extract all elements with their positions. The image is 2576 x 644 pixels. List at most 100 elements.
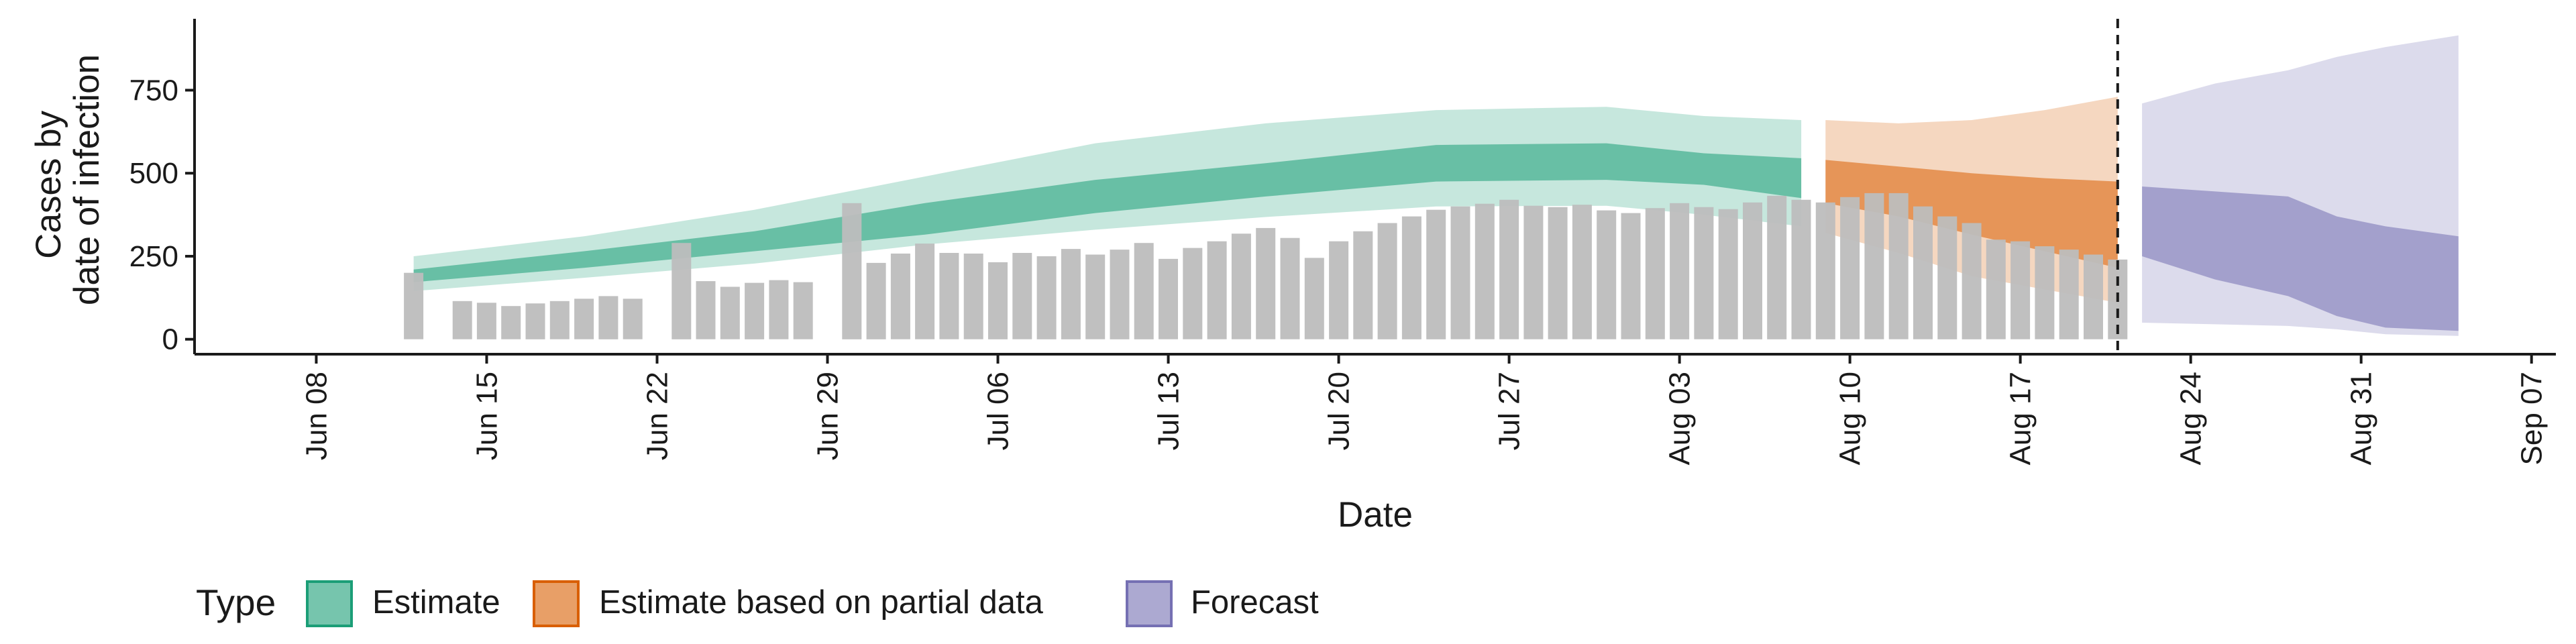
- case-bar: [672, 243, 692, 339]
- case-bar: [1426, 209, 1446, 339]
- case-bar: [1474, 203, 1495, 339]
- case-bar: [1401, 216, 1421, 339]
- case-bar: [1888, 193, 1909, 339]
- forecast-inner-band: [2142, 186, 2459, 331]
- case-bar: [1937, 216, 1957, 339]
- case-bar: [1670, 203, 1690, 339]
- case-bar: [793, 282, 813, 339]
- case-bar: [2035, 246, 2055, 339]
- case-bar: [1012, 253, 1032, 339]
- case-bar: [1036, 256, 1057, 339]
- legend-title: Type: [196, 582, 276, 623]
- case-bar: [720, 286, 740, 339]
- case-bar: [1499, 199, 1519, 339]
- legend: Type Estimate Estimate based on partial …: [196, 580, 1319, 627]
- estimate-inner-band: [413, 143, 1802, 282]
- legend-key-forecast: [1126, 580, 1173, 627]
- case-bars: [404, 193, 2128, 339]
- case-bar: [1986, 239, 2006, 339]
- y-tick-label: 500: [129, 157, 178, 190]
- case-bar: [2059, 250, 2079, 339]
- case-bar: [1840, 197, 1860, 339]
- case-bar: [1864, 193, 1884, 339]
- x-tick-label: Aug 24: [2175, 372, 2208, 465]
- y-axis-title-line-1: Cases by: [29, 110, 68, 258]
- case-bar: [452, 301, 472, 339]
- case-bar: [1645, 208, 1665, 339]
- case-bar: [1815, 202, 1835, 339]
- case-bar: [1159, 258, 1178, 339]
- case-bar: [1767, 195, 1787, 339]
- case-bar: [1597, 210, 1617, 339]
- x-tick-label: Jul 06: [982, 372, 1015, 450]
- legend-key-estimate: [306, 580, 353, 627]
- case-bar: [549, 301, 570, 339]
- case-bar: [1256, 227, 1276, 339]
- case-bar: [1085, 254, 1106, 339]
- uncertainty-bands: [413, 35, 2459, 336]
- case-bar: [1304, 258, 1324, 339]
- case-bar: [1377, 223, 1397, 339]
- x-tick-label: Jul 20: [1323, 372, 1356, 450]
- case-bar: [1621, 213, 1641, 339]
- case-bar: [1743, 202, 1762, 339]
- case-bar: [1231, 233, 1251, 339]
- case-bar: [404, 272, 424, 339]
- case-bar: [476, 303, 496, 339]
- case-bar: [745, 282, 765, 339]
- case-bar: [1913, 206, 1933, 339]
- case-bar: [1572, 205, 1592, 339]
- case-bar: [2010, 241, 2031, 339]
- case-bar: [696, 281, 716, 339]
- y-axis-title: Cases by date of infection: [29, 54, 107, 305]
- axes: 0 250 500 750 Jun 08 Jun 15 Jun 22 Jun 29 Jul 06…: [129, 19, 2556, 465]
- legend-label-forecast: Forecast: [1191, 584, 1319, 621]
- x-tick-label: Aug 17: [2004, 372, 2037, 465]
- case-bar: [1718, 209, 1738, 339]
- case-bar: [939, 253, 959, 339]
- case-bar: [1134, 243, 1154, 339]
- case-bar: [501, 306, 521, 339]
- legend-label-partial: Estimate based on partial data: [599, 584, 1044, 621]
- x-tick-label: Jun 08: [300, 372, 333, 460]
- case-bar: [598, 296, 619, 339]
- x-tick-label: Aug 31: [2345, 372, 2378, 465]
- case-bar: [1183, 248, 1203, 339]
- case-bar: [623, 299, 643, 339]
- case-bar: [988, 262, 1008, 339]
- x-tick-label: Jun 29: [812, 372, 845, 460]
- case-bar: [1450, 206, 1470, 339]
- x-tick-label: Sep 07: [2516, 372, 2548, 465]
- x-tick-label: Jul 13: [1152, 372, 1185, 450]
- estimate-based-on-partial-data-inner-band: [1825, 160, 2118, 268]
- y-tick-label: 250: [129, 240, 178, 273]
- case-bar: [915, 244, 935, 339]
- x-tick-label: Aug 03: [1664, 372, 1697, 465]
- case-bar: [1207, 241, 1227, 339]
- case-bar: [890, 254, 910, 339]
- x-tick-label: Jun 22: [641, 372, 674, 460]
- case-bar: [842, 203, 862, 339]
- case-bar: [866, 262, 886, 339]
- case-bar: [963, 254, 983, 339]
- x-tick-label: Jun 15: [471, 372, 504, 460]
- y-axis-title-line-2: date of infection: [67, 54, 107, 305]
- legend-key-partial: [533, 580, 580, 627]
- y-tick-label: 0: [162, 323, 178, 356]
- x-tick-label: Jul 27: [1493, 372, 1526, 450]
- case-bar: [769, 280, 789, 339]
- case-bar: [1694, 207, 1714, 339]
- case-bar: [1962, 223, 1982, 339]
- case-bar: [1110, 250, 1130, 339]
- case-bar: [1548, 207, 1568, 339]
- case-bar: [574, 299, 594, 339]
- x-axis-title: Date: [1338, 495, 1413, 535]
- case-bar: [525, 303, 545, 339]
- y-tick-label: 750: [129, 74, 178, 107]
- case-bar: [1523, 205, 1544, 339]
- legend-label-estimate: Estimate: [372, 584, 500, 621]
- case-bar: [1329, 241, 1349, 339]
- case-bar: [2084, 254, 2103, 339]
- case-bar: [1280, 237, 1300, 339]
